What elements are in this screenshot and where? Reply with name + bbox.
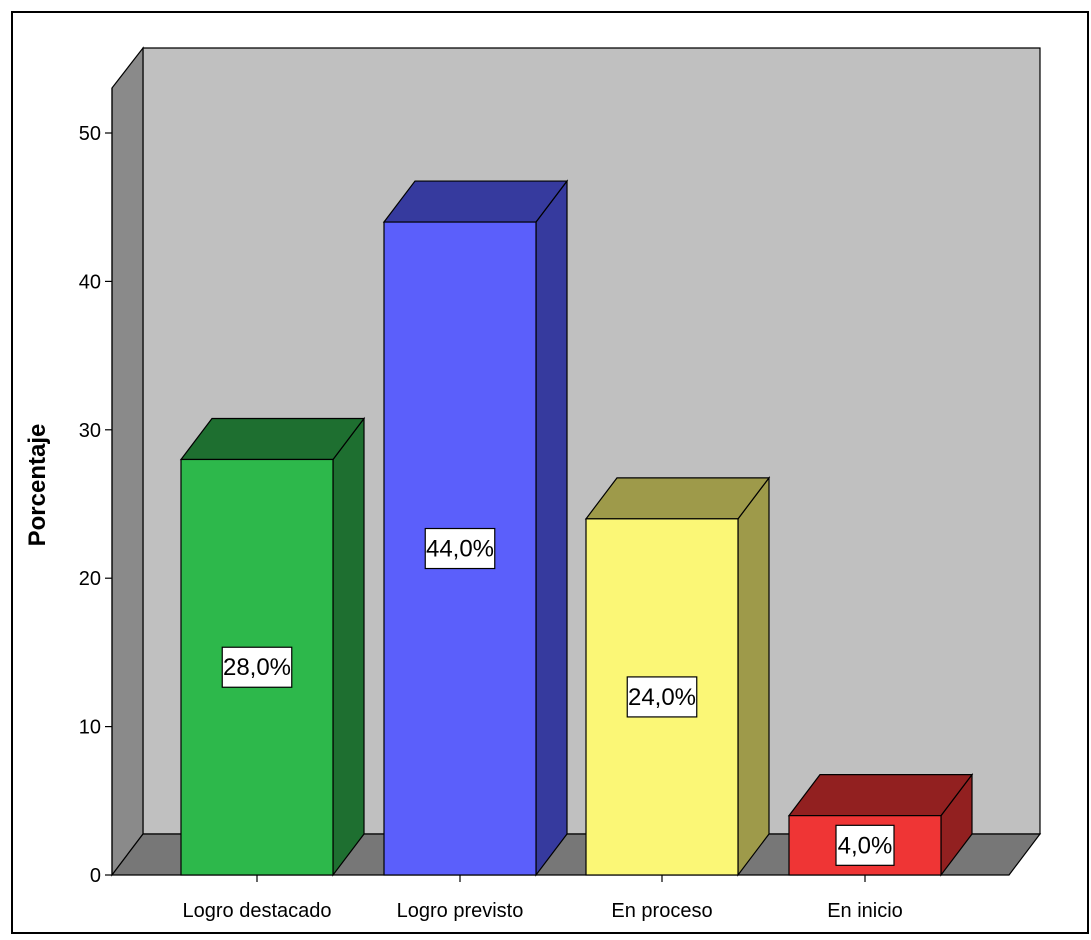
- bar: 4,0%: [787, 772, 974, 877]
- data-label: 44,0%: [426, 536, 494, 563]
- x-tick-label: Logro destacado: [182, 900, 331, 922]
- data-label-box: [835, 824, 895, 866]
- data-label-box: [221, 646, 293, 688]
- bar-top-face: [179, 417, 366, 461]
- side-wall: [111, 46, 144, 877]
- bar-side-face: [535, 179, 568, 877]
- bars-group: 28,0% 44,0% 24,0% 4,0%: [179, 179, 974, 877]
- data-label-box: [424, 527, 496, 570]
- y-axis-ticks: 0 10 20 30 40 50: [79, 123, 112, 887]
- data-label-box: [626, 676, 698, 718]
- data-label: 24,0%: [628, 684, 696, 711]
- data-label: 28,0%: [223, 654, 291, 681]
- bar: 24,0%: [584, 476, 771, 877]
- bar: 44,0%: [382, 179, 569, 877]
- x-tick-label: En proceso: [611, 900, 712, 922]
- x-tick-label: Logro previsto: [397, 900, 524, 922]
- bar-top-face: [382, 180, 569, 223]
- bar-top-face: [584, 477, 771, 520]
- y-tick-label: 10: [79, 717, 101, 739]
- x-tick-label: En inicio: [827, 900, 903, 922]
- y-axis-label: Porcentaje: [24, 424, 51, 547]
- y-tick-label: 0: [90, 865, 101, 887]
- y-tick-label: 40: [79, 271, 101, 293]
- data-label: 4,0%: [838, 832, 893, 859]
- bar-side-face: [737, 476, 770, 877]
- bar: 28,0%: [179, 416, 366, 877]
- y-tick-label: 30: [79, 420, 101, 442]
- bar-side-face: [332, 416, 365, 877]
- y-tick-label: 20: [79, 568, 101, 590]
- y-tick-label: 50: [79, 123, 101, 145]
- x-axis-labels: Logro destacado Logro previsto En proceso E…: [182, 875, 903, 922]
- bar-top-face: [787, 774, 974, 817]
